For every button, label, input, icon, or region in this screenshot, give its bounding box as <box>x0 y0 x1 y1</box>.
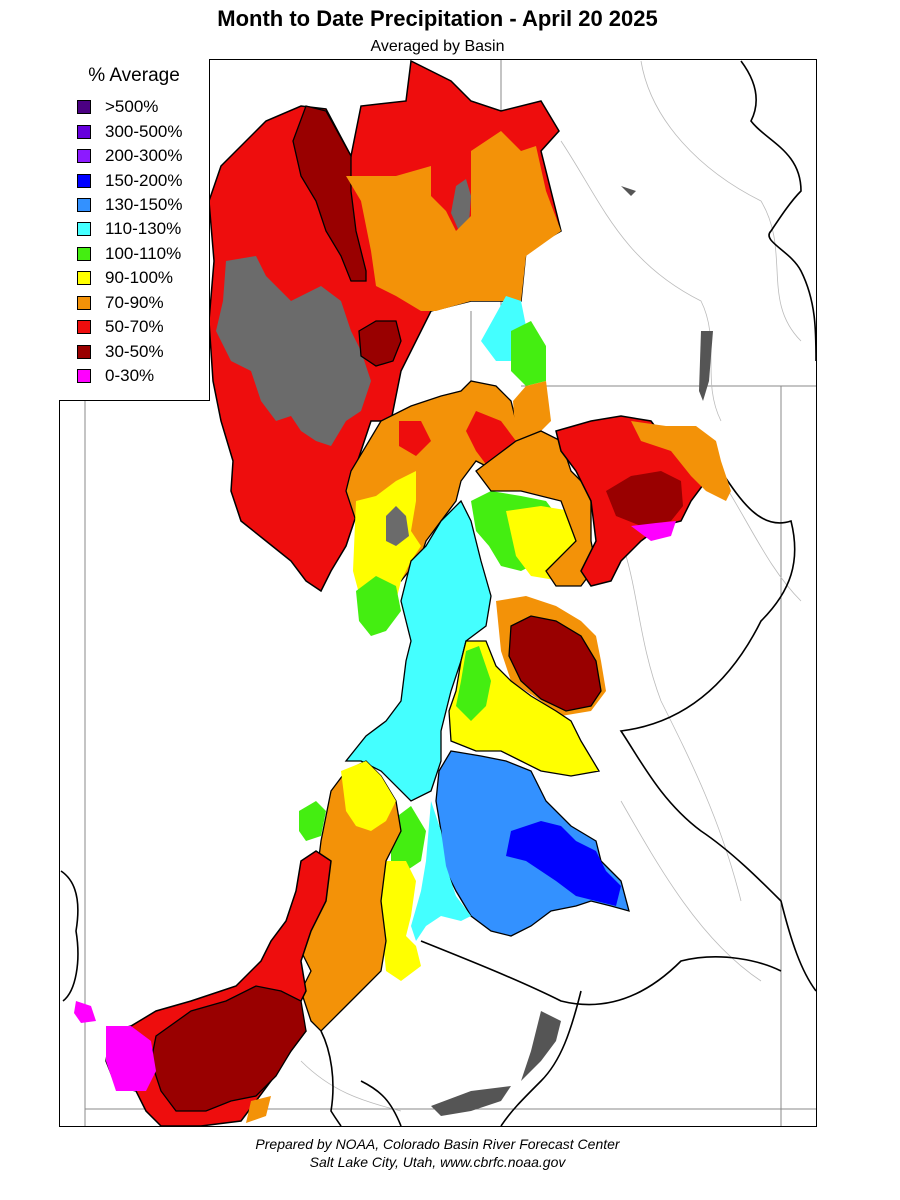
basin-30-50-east <box>606 471 683 526</box>
no-data-west <box>386 506 409 546</box>
footer-location: Salt Lake City, Utah, www.cbrfc.noaa.gov <box>309 1154 566 1170</box>
basin-110-130-spine <box>344 499 492 802</box>
basin-70-90-south2 <box>246 1096 271 1123</box>
legend-swatch <box>77 174 91 188</box>
legend-item: 130-150% <box>77 195 183 215</box>
legend-label: 150-200% <box>105 171 183 190</box>
map-frame <box>59 59 817 1127</box>
legend-swatch <box>77 247 91 261</box>
legend-item: >500% <box>77 97 158 117</box>
legend-label: 70-90% <box>105 293 164 312</box>
basin-100-110-center <box>456 646 491 721</box>
basin-110-130-south <box>411 801 471 941</box>
no-data-area <box>451 179 471 231</box>
basin-0-30-south <box>106 1026 156 1091</box>
legend-item: 300-500% <box>77 122 183 142</box>
basin-90-100-southwest <box>341 761 396 831</box>
legend-label: 0-30% <box>105 366 155 385</box>
legend-swatch <box>77 125 91 139</box>
legend-swatch <box>77 149 91 163</box>
footer-credit: Prepared by NOAA, Colorado Basin River F… <box>255 1136 620 1152</box>
legend-swatch <box>77 369 91 383</box>
legend-label: 110-130% <box>105 219 182 238</box>
legend-item: 50-70% <box>77 317 164 337</box>
legend-swatch <box>77 271 91 285</box>
basin-50-70-small <box>399 421 431 456</box>
legend-swatch <box>77 198 91 212</box>
legend-swatch <box>77 320 91 334</box>
legend-label: 100-110% <box>105 244 182 263</box>
basin-70-90-east <box>513 381 551 441</box>
basin-70-90-east3 <box>631 421 731 501</box>
legend-item: 0-30% <box>77 366 154 386</box>
legend-swatch <box>77 100 91 114</box>
legend-item: 200-300% <box>77 146 183 166</box>
legend-label: 90-100% <box>105 268 174 287</box>
legend-item: 100-110% <box>77 244 181 264</box>
legend: % Average >500% 300-500% 200-300% 150-20… <box>59 59 210 401</box>
basin-0-30-east <box>631 521 676 541</box>
legend-item: 30-50% <box>77 342 164 362</box>
legend-item: 90-100% <box>77 268 173 288</box>
legend-item: 70-90% <box>77 293 164 313</box>
precipitation-map <box>60 60 816 1126</box>
rivers <box>300 60 802 1112</box>
legend-label: 300-500% <box>105 122 183 141</box>
legend-title: % Average <box>88 65 180 86</box>
legend-swatch <box>77 222 91 236</box>
no-data-area <box>216 256 371 446</box>
basin-90-100-south <box>381 861 421 981</box>
basin-30-50-central <box>358 320 402 367</box>
basin-100-110-north <box>511 321 546 386</box>
legend-item: 150-200% <box>77 171 183 191</box>
basin-30-50-southeast <box>508 615 602 712</box>
map-title: Month to Date Precipitation - April 20 2… <box>217 6 658 31</box>
basin-100-110-sw <box>299 801 326 841</box>
legend-swatch <box>77 345 91 359</box>
legend-label: 130-150% <box>105 195 183 214</box>
legend-label: 50-70% <box>105 317 164 336</box>
water-bodies <box>431 186 713 1116</box>
legend-item: 110-130% <box>77 219 181 239</box>
legend-label: 200-300% <box>105 146 183 165</box>
legend-label: 30-50% <box>105 342 164 361</box>
basin-0-30-sw-edge <box>74 1001 96 1023</box>
legend-label: >500% <box>105 97 159 116</box>
legend-swatch <box>77 296 91 310</box>
map-subtitle: Averaged by Basin <box>370 38 505 55</box>
basin-30-50-south <box>150 985 307 1112</box>
basin-70-90-north <box>346 131 561 311</box>
basin-100-110-west <box>356 576 401 636</box>
basin-150-200 <box>506 821 621 906</box>
basin-30-50-north <box>292 105 367 282</box>
basin-outer-boundaries <box>60 60 816 1126</box>
